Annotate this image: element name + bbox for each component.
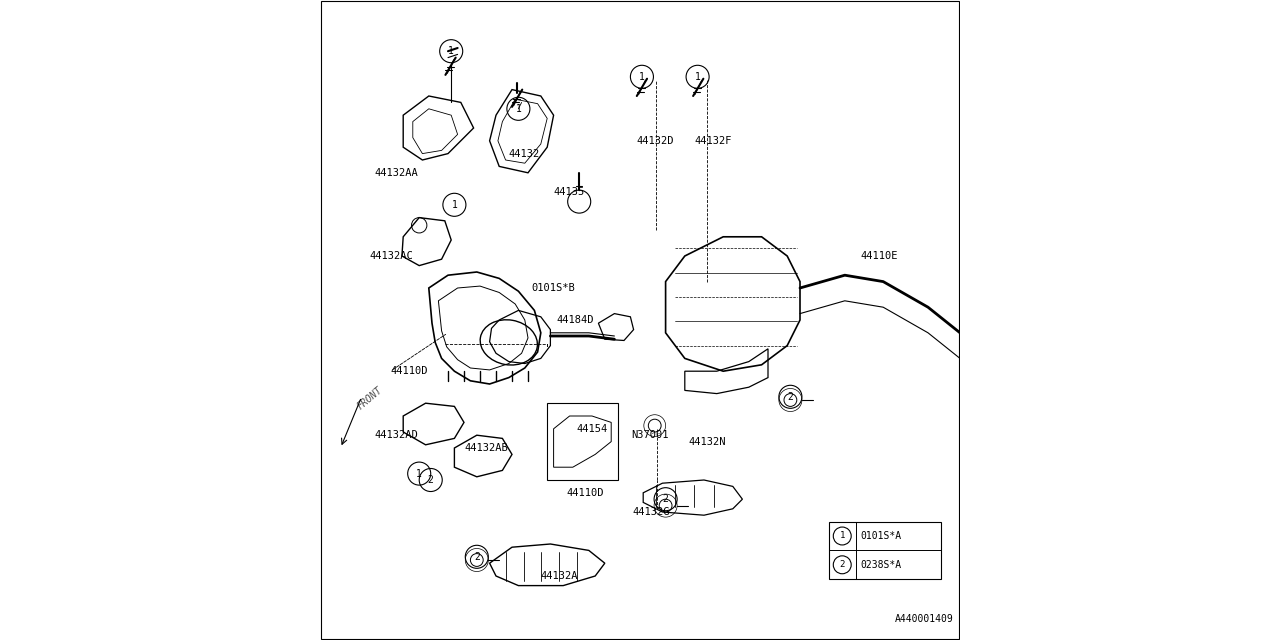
Text: 2: 2 bbox=[428, 475, 434, 485]
Text: 0101S*B: 0101S*B bbox=[531, 283, 575, 293]
Text: 44132: 44132 bbox=[508, 148, 540, 159]
Text: 2: 2 bbox=[474, 552, 480, 562]
Text: 44132G: 44132G bbox=[632, 507, 669, 517]
Text: A440001409: A440001409 bbox=[895, 614, 954, 624]
Text: 0238S*A: 0238S*A bbox=[861, 560, 902, 570]
Text: 44132N: 44132N bbox=[689, 436, 726, 447]
Text: 1: 1 bbox=[416, 468, 422, 479]
Text: 44132AD: 44132AD bbox=[374, 430, 419, 440]
Text: 1: 1 bbox=[448, 46, 454, 56]
Text: 0101S*A: 0101S*A bbox=[861, 531, 902, 541]
Text: N37001: N37001 bbox=[632, 430, 669, 440]
Text: 1: 1 bbox=[840, 531, 845, 541]
Text: 1: 1 bbox=[639, 72, 645, 82]
Text: 1: 1 bbox=[695, 72, 700, 82]
Text: 44110D: 44110D bbox=[566, 488, 604, 498]
Text: 1: 1 bbox=[452, 200, 457, 210]
Text: 44154: 44154 bbox=[576, 424, 607, 434]
Text: 2: 2 bbox=[840, 560, 845, 570]
Text: 44132F: 44132F bbox=[694, 136, 732, 146]
Text: 44132AA: 44132AA bbox=[374, 168, 419, 178]
Text: 44110E: 44110E bbox=[860, 251, 899, 261]
Text: 2: 2 bbox=[787, 392, 794, 402]
Text: 44110D: 44110D bbox=[390, 366, 428, 376]
Text: 44132AC: 44132AC bbox=[370, 251, 413, 261]
Bar bbox=[548, 403, 618, 480]
Text: 44135: 44135 bbox=[554, 187, 585, 197]
Text: 2: 2 bbox=[663, 494, 668, 504]
Text: 44184D: 44184D bbox=[557, 315, 594, 325]
Text: 44132A: 44132A bbox=[540, 571, 579, 581]
Text: FRONT: FRONT bbox=[356, 385, 384, 412]
Text: 1: 1 bbox=[516, 104, 521, 114]
Text: 44132AB: 44132AB bbox=[465, 443, 508, 453]
Text: 44132D: 44132D bbox=[637, 136, 675, 146]
